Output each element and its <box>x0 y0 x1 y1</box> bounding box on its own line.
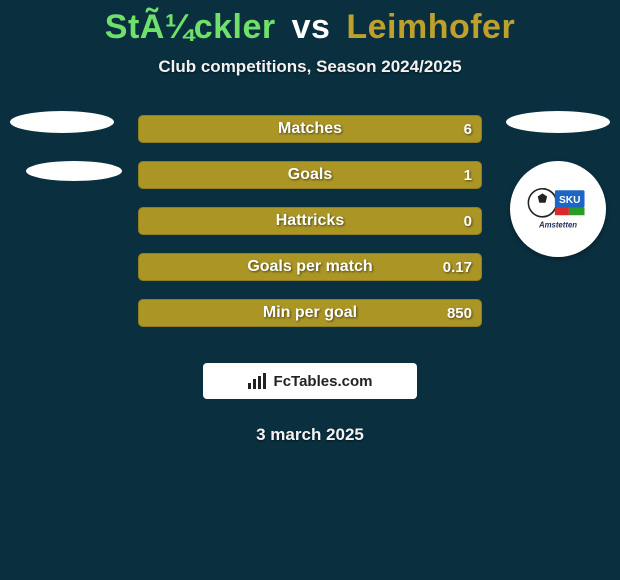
player1-avatar-placeholder <box>10 111 114 133</box>
stat-bar-row: Hattricks0 <box>138 207 482 235</box>
stat-bars: Matches6Goals1Hattricks0Goals per match0… <box>138 115 482 345</box>
stat-bar-right-value: 1 <box>464 161 472 189</box>
attribution: FcTables.com <box>248 373 373 390</box>
player2-club-logo: SKU Amstetten <box>510 161 606 257</box>
player2-avatar-placeholder <box>506 111 610 133</box>
attribution-text: FcTables.com <box>274 373 373 390</box>
page-title: StÃ¼ckler vs Leimhofer <box>0 0 620 47</box>
bar-chart-icon <box>248 373 268 389</box>
stat-bar-right-value: 0.17 <box>443 253 472 281</box>
club-logo-svg: SKU Amstetten <box>519 170 597 248</box>
subtitle: Club competitions, Season 2024/2025 <box>0 57 620 77</box>
stat-bar-label: Goals per match <box>138 253 482 281</box>
stat-bar-right-value: 0 <box>464 207 472 235</box>
right-player-column: SKU Amstetten <box>504 111 612 257</box>
title-player2: Leimhofer <box>346 8 515 46</box>
stat-bar-label: Matches <box>138 115 482 143</box>
stat-bar-label: Goals <box>138 161 482 189</box>
stat-bar-label: Min per goal <box>138 299 482 327</box>
player1-club-placeholder <box>26 161 122 181</box>
stat-bar-row: Min per goal850 <box>138 299 482 327</box>
svg-text:SKU: SKU <box>559 195 580 206</box>
date: 3 march 2025 <box>0 425 620 445</box>
stat-bar-right-value: 6 <box>464 115 472 143</box>
stat-bar-row: Goals1 <box>138 161 482 189</box>
attribution-box: FcTables.com <box>203 363 417 399</box>
title-vs: vs <box>292 8 331 46</box>
title-player1: StÃ¼ckler <box>105 8 276 46</box>
left-player-column <box>8 111 116 209</box>
comparison-infographic: StÃ¼ckler vs Leimhofer Club competitions… <box>0 0 620 580</box>
compare-area: SKU Amstetten Matches6 Goals1 Hattricks0 Go… <box>0 115 620 345</box>
svg-text:Amstetten: Amstetten <box>538 221 577 230</box>
stat-bar-row: Matches6 <box>138 115 482 143</box>
stat-bar-right-value: 850 <box>447 299 472 327</box>
stat-bar-label: Hattricks <box>138 207 482 235</box>
stat-bar-row: Goals per match0.17 <box>138 253 482 281</box>
